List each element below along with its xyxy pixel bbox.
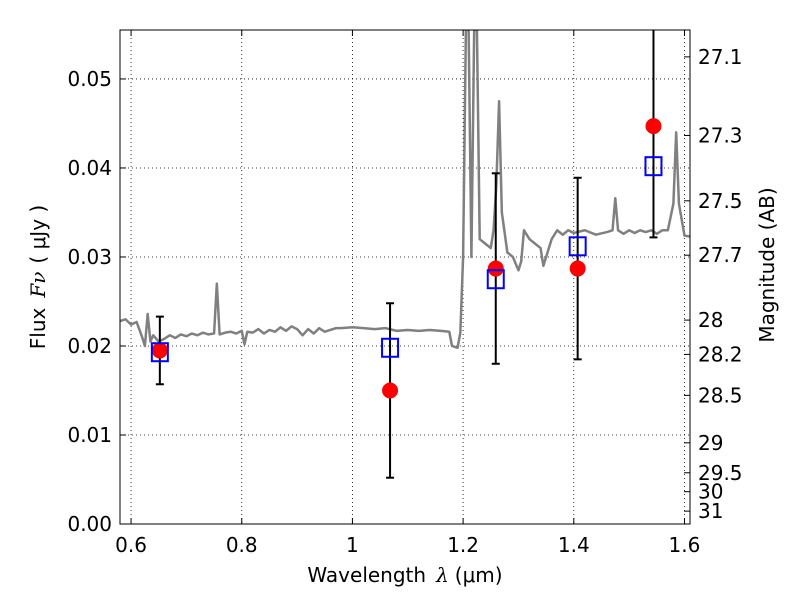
observed-point	[645, 118, 662, 135]
observed-point	[487, 260, 504, 277]
observed-point	[569, 260, 586, 277]
y-tick-label: 0.03	[67, 245, 112, 269]
model-photometry-point	[644, 156, 663, 177]
y2-tick-label: 28	[698, 308, 723, 332]
y2-tick-label: 27.5	[698, 189, 743, 213]
observed-points	[151, 118, 662, 399]
model-photometry-point	[150, 342, 169, 363]
y2-tick-label: 27.3	[698, 123, 743, 147]
y2-tick-label: 31	[698, 499, 723, 523]
model-photometry-point	[568, 236, 587, 257]
observed-point	[151, 342, 168, 359]
y-tick-label: 0.02	[67, 334, 112, 358]
y-tick-label: 0.00	[67, 512, 112, 536]
x-tick-label: 1.2	[447, 533, 479, 557]
y2-tick-label: 27.7	[698, 243, 743, 267]
y-tick-label: 0.01	[67, 423, 112, 447]
y2-tick-label: 29.5	[698, 461, 743, 485]
x-tick-label: 0.6	[115, 533, 147, 557]
y2-axis-label: Magnitude (AB)	[755, 187, 779, 342]
y2-tick-label: 29	[698, 431, 723, 455]
y2-tick-label: 28.5	[698, 383, 743, 407]
x-tick-label: 1	[346, 533, 359, 557]
model-spectrum-line	[120, 30, 690, 350]
model-photometry-points	[150, 156, 663, 363]
model-photometry-point	[486, 269, 505, 290]
y-tick-label: 0.05	[67, 67, 112, 91]
plot-area	[120, 30, 690, 524]
y2-tick-label: 27.1	[698, 45, 743, 69]
axis-ticks: 0.6 0.8 1 1.2 1.4 1.6 0.00 0.01 0.02 0.03 0.04 0.05…	[67, 30, 743, 557]
y-tick-label: 0.04	[67, 156, 112, 180]
x-tick-label: 1.4	[558, 533, 590, 557]
observed-point	[382, 382, 399, 399]
plot-frame	[119, 29, 691, 525]
y2-tick-label: 30	[698, 480, 723, 504]
y2-tick-label: 28.2	[698, 342, 743, 366]
y-axis-label: FluxFν( μJy )	[26, 205, 50, 349]
model-photometry-point	[381, 337, 400, 358]
x-tick-label: 1.6	[669, 533, 701, 557]
x-axis-label: Wavelength λ (μm)	[307, 563, 502, 587]
x-tick-label: 0.8	[226, 533, 258, 557]
